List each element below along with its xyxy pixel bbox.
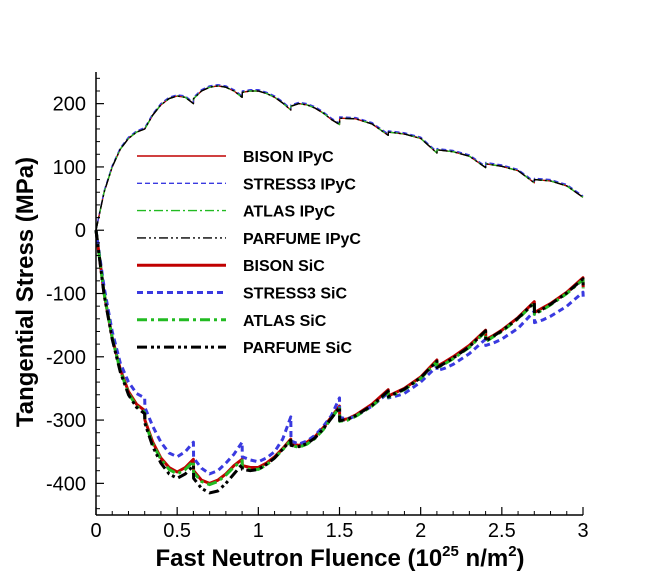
y-tick-label: -300 [46, 410, 86, 432]
y-tick-label: 0 [75, 220, 86, 242]
x-tick-label: 3 [577, 520, 588, 542]
y-tick-label: 100 [53, 157, 86, 179]
legend: BISON IPyC STRESS3 IPyC ATLAS IPyC PARFUME … [137, 149, 361, 357]
series-line-5 [94, 229, 585, 476]
x-tick-label: 0 [90, 520, 101, 542]
series-line-7 [94, 230, 585, 495]
x-tick-label: 0.5 [163, 520, 191, 542]
legend-label-2: ATLAS IPyC [243, 204, 336, 221]
ticks: 0 0.5 1 1.5 2 2.5 3 -400 -300 -200 -100 0 100 200 [46, 77, 589, 542]
y-tick-label: -100 [46, 284, 86, 306]
x-axis-title-main: Fast Neutron Fluence (10 [155, 545, 442, 572]
x-tick-label: 2.5 [488, 520, 516, 542]
series-line-1 [95, 83, 584, 231]
series-line-6 [94, 230, 585, 487]
legend-label-5: STRESS3 SiC [243, 286, 347, 303]
x-axis-title-unit: n/m [459, 545, 508, 572]
plot-lines [94, 83, 585, 495]
legend-label-3: PARFUME IPyC [243, 231, 361, 248]
y-tick-label: 200 [53, 94, 86, 116]
y-axis-title: Tangential Stress (MPa) [12, 157, 39, 427]
x-axis-title-unit-exponent: 2 [508, 543, 516, 560]
x-axis-title-exponent: 25 [442, 543, 459, 560]
series-line-0 [95, 85, 584, 231]
legend-label-1: STRESS3 IPyC [243, 176, 356, 193]
legend-label-6: ATLAS SiC [243, 313, 327, 330]
y-tick-label: -200 [46, 347, 86, 369]
x-tick-label: 2 [415, 520, 426, 542]
y-tick-label: -400 [46, 473, 86, 495]
x-axis-title-end: ) [517, 545, 525, 572]
series-line-2 [95, 85, 584, 231]
x-tick-label: 1 [253, 520, 264, 542]
legend-label-0: BISON IPyC [243, 149, 334, 166]
series-line-3 [95, 85, 584, 231]
legend-label-4: BISON SiC [243, 258, 325, 275]
x-axis-title: Fast Neutron Fluence (1025 n/m2) [155, 543, 524, 572]
legend-label-7: PARFUME SiC [243, 340, 352, 357]
x-tick-label: 1.5 [326, 520, 354, 542]
